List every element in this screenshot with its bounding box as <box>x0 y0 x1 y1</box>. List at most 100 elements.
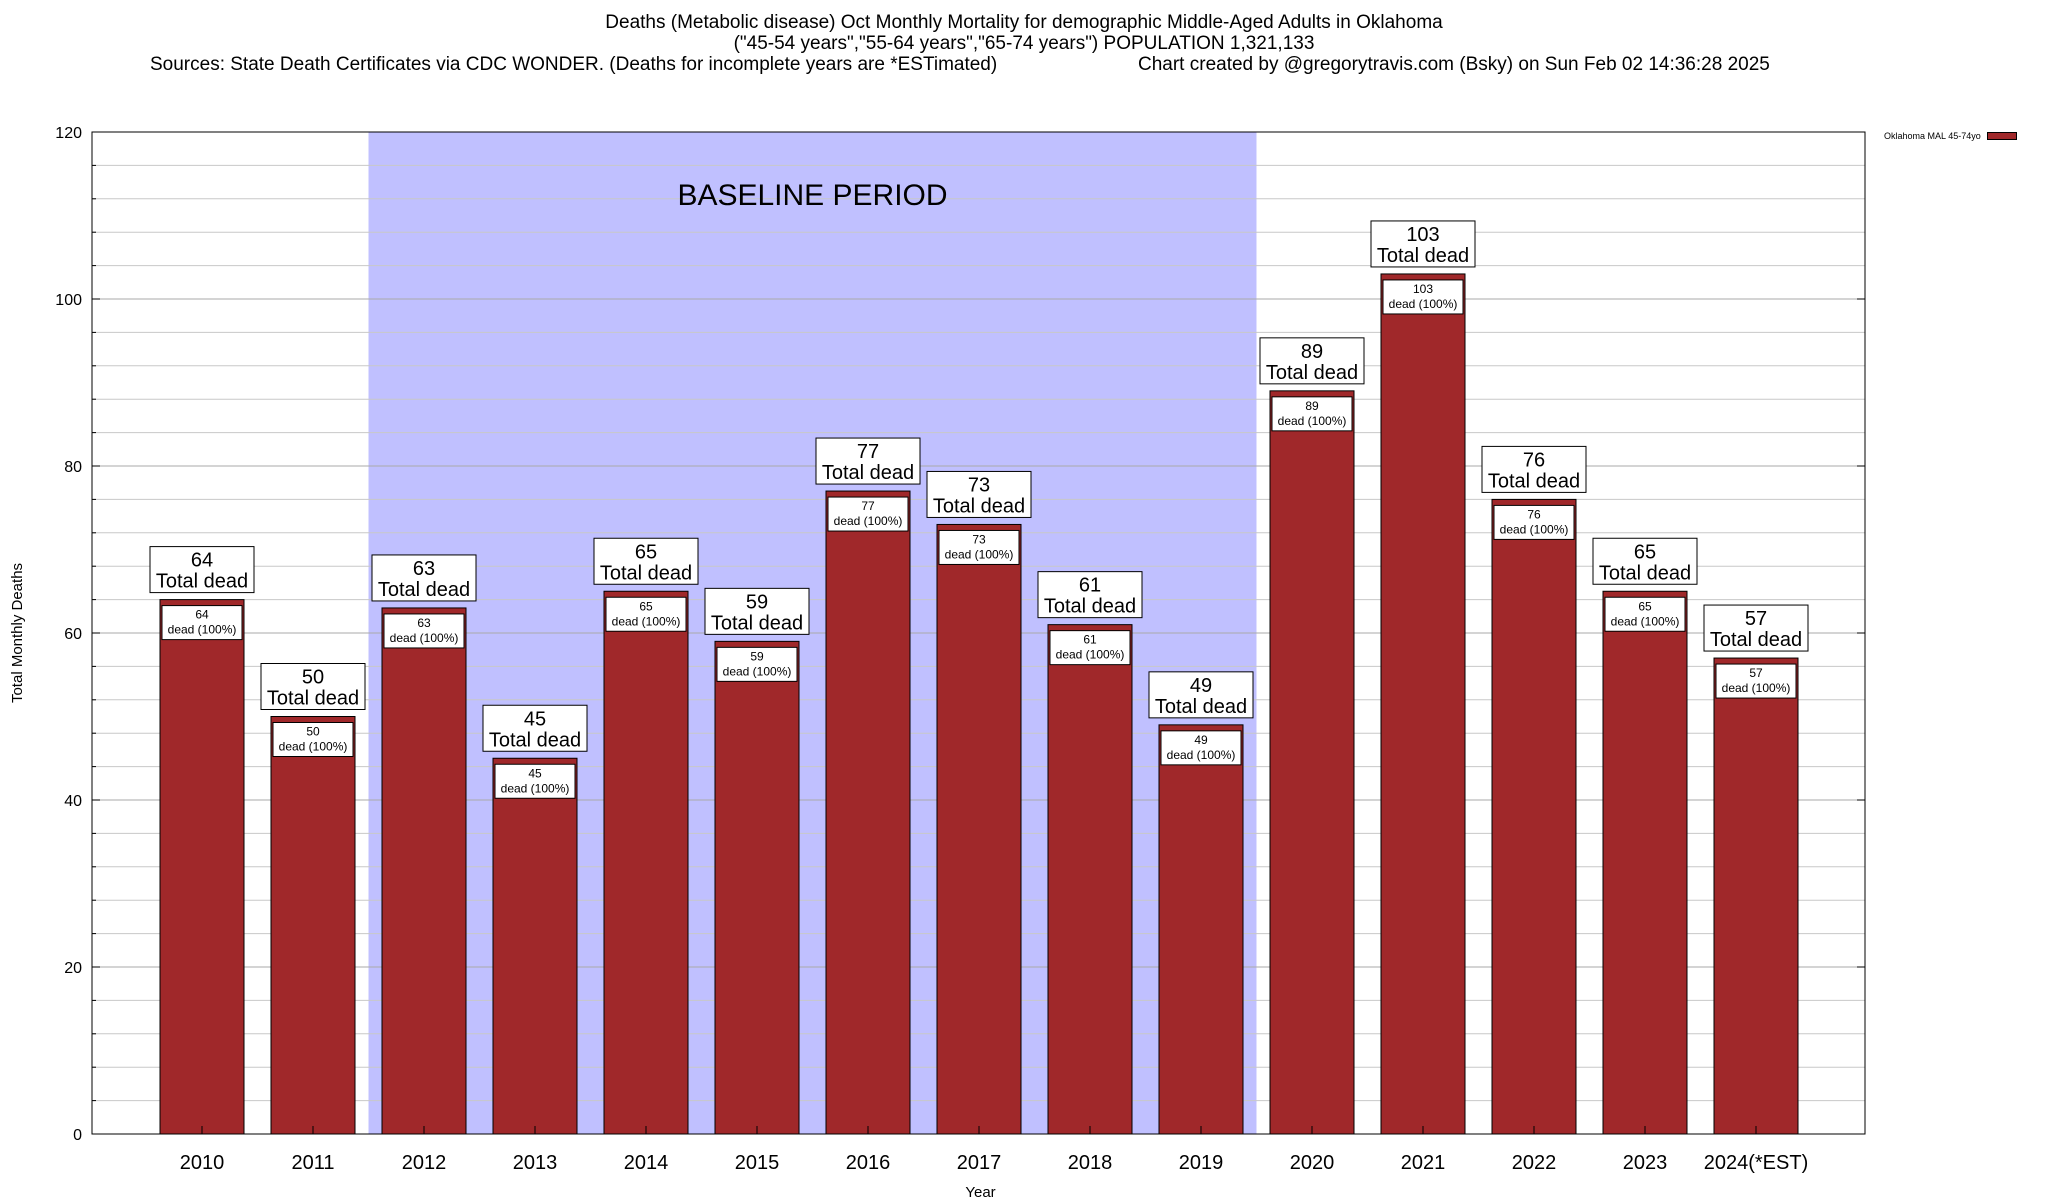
x-tick-label: 2020 <box>1290 1152 1335 1174</box>
inner-value-label: 63 <box>417 616 431 630</box>
top-value-label: 64 <box>191 550 213 572</box>
top-label-box <box>149 546 255 594</box>
top-value-label: 76 <box>1523 449 1545 471</box>
top-label-box <box>482 704 588 752</box>
top-value-label: 57 <box>1745 608 1767 630</box>
x-axis-label: Year <box>965 1184 995 1200</box>
inner-label-box <box>383 613 465 649</box>
top-total-label: Total dead <box>1488 470 1580 492</box>
x-tick-label: 2016 <box>846 1152 891 1174</box>
y-axis-label: Total Monthly Deaths <box>9 563 26 703</box>
bar <box>1491 498 1577 1135</box>
y-tick-label: 100 <box>55 292 82 309</box>
bar <box>159 599 245 1135</box>
top-total-label: Total dead <box>378 579 470 601</box>
y-tick-label: 60 <box>64 626 82 643</box>
chart-source: Sources: State Death Certificates via CD… <box>150 54 998 75</box>
legend-label: Oklahoma MAL 45-74yo <box>1884 131 1981 141</box>
x-tick-label: 2019 <box>1179 1152 1224 1174</box>
bar <box>825 490 911 1135</box>
y-tick-label: 80 <box>64 459 82 476</box>
top-value-label: 59 <box>746 591 768 613</box>
chart-credit: Chart created by @gregorytravis.com (Bsk… <box>1138 54 1770 75</box>
x-tick-label: 2014 <box>624 1152 669 1174</box>
inner-value-label: 57 <box>1749 666 1763 680</box>
top-value-label: 73 <box>968 474 990 496</box>
bar <box>1158 724 1244 1135</box>
bar <box>1713 657 1799 1135</box>
inner-label-box <box>1382 279 1464 315</box>
top-total-label: Total dead <box>1044 596 1136 618</box>
baseline-period-label: BASELINE PERIOD <box>677 179 947 212</box>
x-tick-label: 2023 <box>1623 1152 1668 1174</box>
inner-value-label: 77 <box>861 499 875 513</box>
bar <box>714 640 800 1135</box>
inner-pct-label: dead (100%) <box>1167 748 1236 762</box>
top-label-box <box>704 587 810 635</box>
top-label-box <box>1592 537 1698 585</box>
inner-value-label: 103 <box>1413 282 1433 296</box>
top-value-label: 61 <box>1079 575 1101 597</box>
inner-value-label: 50 <box>306 725 320 739</box>
top-label-box <box>926 470 1032 518</box>
inner-value-label: 49 <box>1194 733 1208 747</box>
inner-pct-label: dead (100%) <box>612 614 681 628</box>
inner-pct-label: dead (100%) <box>834 514 903 528</box>
legend-swatch <box>1986 132 2017 140</box>
inner-label-box <box>1271 396 1353 432</box>
inner-value-label: 89 <box>1305 399 1319 413</box>
top-total-label: Total dead <box>1155 696 1247 718</box>
inner-label-box <box>272 722 354 757</box>
top-label-box <box>1037 571 1143 619</box>
inner-value-label: 73 <box>972 532 986 546</box>
inner-pct-label: dead (100%) <box>723 664 792 678</box>
x-tick-label: 2021 <box>1401 1152 1446 1174</box>
top-total-label: Total dead <box>156 571 248 593</box>
top-label-box <box>1481 445 1587 493</box>
inner-value-label: 61 <box>1083 633 1097 647</box>
top-total-label: Total dead <box>822 462 914 484</box>
inner-label-box <box>1493 504 1575 540</box>
bar <box>603 590 689 1135</box>
bar <box>1047 624 1133 1135</box>
chart-title: Deaths (Metabolic disease) Oct Monthly M… <box>605 12 1443 33</box>
bar <box>1602 590 1688 1135</box>
inner-pct-label: dead (100%) <box>1500 522 1569 536</box>
top-label-box <box>1148 671 1254 719</box>
bar <box>1380 273 1466 1135</box>
top-value-label: 65 <box>635 541 657 563</box>
bar <box>270 716 356 1135</box>
inner-value-label: 64 <box>195 608 209 622</box>
top-label-box <box>1703 604 1809 652</box>
x-tick-label: 2022 <box>1512 1152 1557 1174</box>
top-value-label: 65 <box>1634 541 1656 563</box>
y-tick-label: 40 <box>64 793 82 810</box>
chart-subtitle: ("45-54 years","55-64 years","65-74 year… <box>733 33 1315 54</box>
legend: Oklahoma MAL 45-74yo <box>1884 131 2017 141</box>
x-tick-label: 2011 <box>291 1152 334 1174</box>
top-total-label: Total dead <box>933 495 1025 517</box>
inner-label-box <box>1604 596 1686 632</box>
top-value-label: 77 <box>857 441 879 463</box>
x-tick-label: 2024(*EST) <box>1704 1152 1809 1174</box>
top-value-label: 63 <box>413 558 435 580</box>
inner-label-box <box>1715 663 1797 699</box>
bar <box>936 523 1022 1135</box>
inner-pct-label: dead (100%) <box>1611 614 1680 628</box>
inner-value-label: 45 <box>528 766 542 780</box>
inner-value-label: 65 <box>1638 599 1652 613</box>
top-total-label: Total dead <box>1599 562 1691 584</box>
top-label-box <box>815 437 921 485</box>
inner-pct-label: dead (100%) <box>279 740 348 754</box>
top-value-label: 45 <box>524 708 546 730</box>
inner-pct-label: dead (100%) <box>1389 297 1458 311</box>
top-total-label: Total dead <box>711 612 803 634</box>
y-tick-label: 120 <box>55 125 82 142</box>
y-tick-label: 0 <box>73 1127 82 1144</box>
inner-value-label: 76 <box>1527 507 1541 521</box>
top-total-label: Total dead <box>600 562 692 584</box>
chart-source-line: Sources: State Death Certificates via CD… <box>0 54 2048 75</box>
x-tick-label: 2012 <box>402 1152 447 1174</box>
x-tick-label: 2010 <box>180 1152 225 1174</box>
